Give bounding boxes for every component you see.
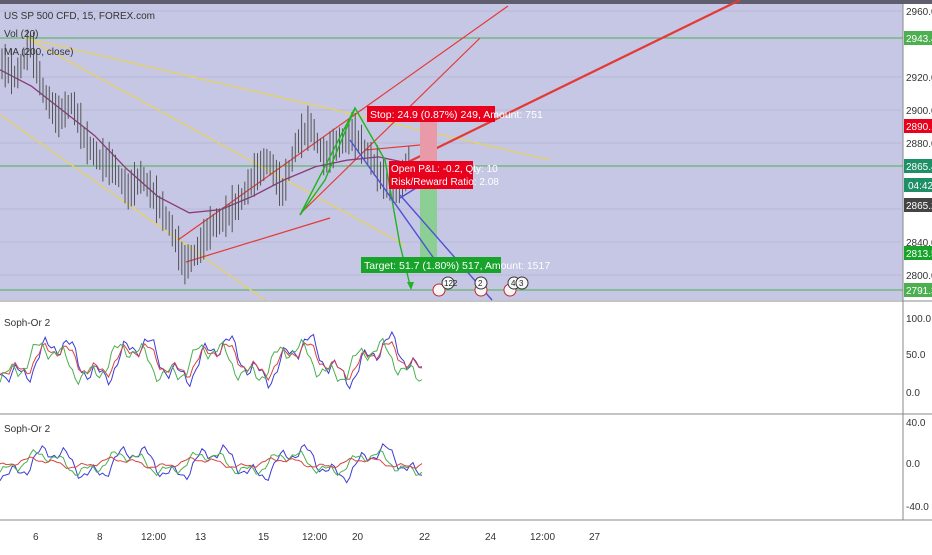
svg-text:50.0: 50.0 — [906, 350, 926, 361]
target-label[interactable]: Target: 51.7 (1.80%) 517, Amount: 1517 — [361, 257, 550, 273]
tag-2865b: 2865.2 — [906, 201, 932, 212]
tag-2890: 2890.1 — [906, 122, 932, 133]
vol-label: Vol (20) — [4, 29, 38, 40]
svg-text:12:00: 12:00 — [141, 532, 166, 543]
svg-text:24: 24 — [485, 532, 497, 543]
svg-text:22: 22 — [419, 532, 431, 543]
svg-text:4: 4 — [511, 279, 516, 288]
main-pane[interactable] — [0, 0, 903, 300]
svg-text:2880.0: 2880.0 — [906, 139, 932, 150]
svg-text:3: 3 — [519, 279, 524, 288]
target-label-text: Target: 51.7 (1.80%) 517, Amount: 1517 — [364, 260, 550, 272]
red-long-trendline — [399, 0, 741, 167]
symbol-title: US SP 500 CFD, 15, FOREX.com — [4, 11, 155, 22]
svg-text:0.0: 0.0 — [906, 388, 920, 399]
tag-2813: 2813.5 — [906, 249, 932, 260]
risk-reward-text: Risk/Reward Ratio: 2.08 — [391, 177, 499, 188]
open-pnl-label[interactable]: Open P&L: -0.2, Qty: 10 Risk/Reward Rati… — [389, 161, 499, 189]
svg-text:2800.0: 2800.0 — [906, 271, 932, 282]
svg-text:13: 13 — [195, 532, 207, 543]
stop-label[interactable]: Stop: 24.9 (0.87%) 249, Amount: 751 — [367, 106, 543, 122]
svg-text:27: 27 — [589, 532, 601, 543]
open-pnl-text: Open P&L: -0.2, Qty: 10 — [391, 164, 498, 175]
price-tags: 2943.4 2890.1 2865.4 04:42 2865.2 2813.5… — [904, 31, 932, 297]
svg-text:100.0: 100.0 — [906, 314, 931, 325]
time-axis[interactable]: 6 8 12:00 13 15 12:00 20 22 24 12:00 27 — [33, 532, 601, 543]
svg-text:40.0: 40.0 — [906, 418, 926, 429]
tag-2791: 2791.3 — [906, 286, 932, 297]
svg-text:2840.0: 2840.0 — [906, 238, 932, 249]
stop-label-text: Stop: 24.9 (0.87%) 249, Amount: 751 — [370, 109, 543, 121]
svg-text:6: 6 — [33, 532, 39, 543]
yellow-trendlines — [0, 37, 551, 301]
svg-text:20: 20 — [352, 532, 364, 543]
svg-text:2900.0: 2900.0 — [906, 106, 932, 117]
svg-text:2920.0: 2920.0 — [906, 73, 932, 84]
osc2-title: Soph-Or 2 — [4, 424, 51, 435]
svg-text:2: 2 — [478, 279, 483, 288]
svg-text:12:00: 12:00 — [302, 532, 327, 543]
osc2-pane[interactable]: Soph-Or 2 40.0 0.0 -40.0 — [0, 418, 929, 513]
ma-label: MA (200, close) — [4, 47, 73, 58]
target-zone — [420, 168, 437, 258]
svg-text:-40.0: -40.0 — [906, 502, 929, 513]
event-flags[interactable]: 122 2 4 3 — [432, 276, 529, 297]
svg-text:8: 8 — [97, 532, 103, 543]
osc1-title: Soph-Or 2 — [4, 318, 51, 329]
svg-text:122: 122 — [444, 279, 458, 288]
svg-text:12:00: 12:00 — [530, 532, 555, 543]
stop-zone — [420, 120, 437, 168]
svg-text:0.0: 0.0 — [906, 459, 920, 470]
osc1-pane[interactable]: Soph-Or 2 100.0 50.0 0.0 — [0, 314, 931, 399]
tag-2865a: 2865.4 — [906, 162, 932, 173]
tag-time: 04:42 — [908, 181, 932, 192]
red-channel — [177, 5, 509, 263]
tag-2943: 2943.4 — [906, 34, 932, 45]
price-axis-labels: 2960.0 2920.0 2900.0 2880.0 2840.0 2800.… — [906, 7, 932, 282]
svg-text:15: 15 — [258, 532, 270, 543]
svg-text:2960.0: 2960.0 — [906, 7, 932, 18]
